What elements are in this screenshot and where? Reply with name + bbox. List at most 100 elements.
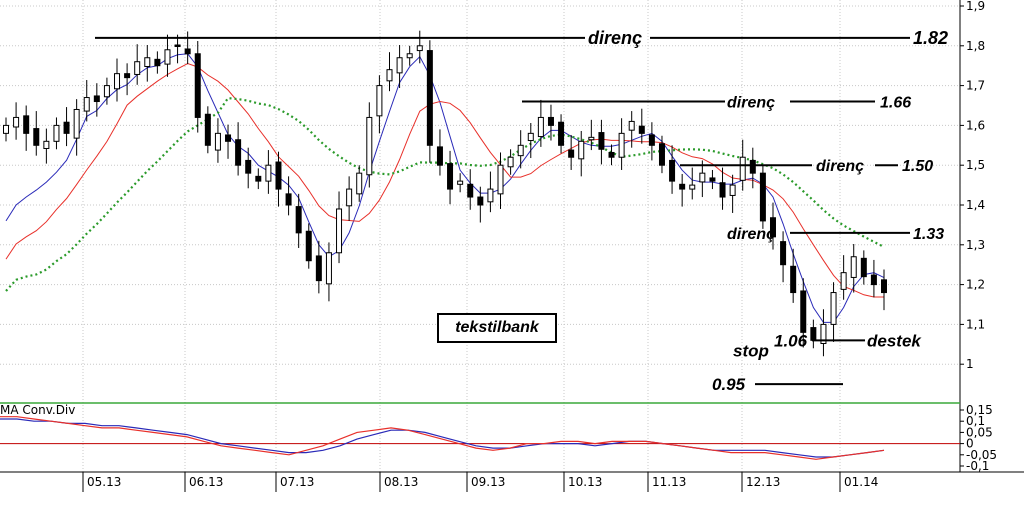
candle-body bbox=[285, 193, 292, 206]
stop-value: 0.95 bbox=[712, 375, 746, 394]
candle-body bbox=[729, 184, 736, 196]
candle-body bbox=[739, 156, 746, 181]
y-tick-label: 1 bbox=[966, 357, 974, 371]
candle-body bbox=[769, 217, 776, 238]
candle-body bbox=[214, 132, 221, 151]
moving-average-line-1 bbox=[5, 53, 885, 323]
macd-line-1 bbox=[0, 418, 885, 458]
candle-body bbox=[759, 172, 766, 222]
candle-body bbox=[386, 69, 393, 82]
candle-body bbox=[53, 124, 60, 142]
candle-body bbox=[43, 140, 50, 149]
candle-body bbox=[356, 172, 363, 195]
candle-body bbox=[527, 132, 534, 142]
candle-body bbox=[588, 136, 595, 141]
x-tick-label: 08.13 bbox=[384, 475, 418, 489]
resistance-label: direnç bbox=[588, 28, 642, 48]
candle-body bbox=[618, 132, 625, 158]
macd-y-tick-label: 0,05 bbox=[966, 425, 993, 439]
candle-body bbox=[658, 143, 665, 166]
macd-y-tick-label: 0 bbox=[966, 437, 974, 451]
candle-body bbox=[749, 159, 756, 174]
stop-label: stop bbox=[733, 341, 769, 360]
candle-body bbox=[73, 108, 80, 139]
candle-body bbox=[305, 230, 312, 262]
candle-body bbox=[194, 53, 201, 118]
candle-body bbox=[93, 95, 100, 103]
candle-body bbox=[800, 290, 807, 333]
x-tick-label: 06.13 bbox=[189, 475, 223, 489]
x-tick-label: 11.13 bbox=[652, 475, 686, 489]
y-tick-label: 1,8 bbox=[966, 39, 985, 53]
candle-body bbox=[366, 116, 373, 176]
candle-body bbox=[265, 164, 272, 182]
candle-body bbox=[144, 57, 151, 67]
candle-body bbox=[628, 120, 635, 131]
resistance-label: direnç bbox=[816, 158, 864, 175]
candle-body bbox=[164, 49, 171, 65]
candle-body bbox=[860, 257, 867, 278]
candle-body bbox=[184, 48, 191, 55]
candle-body bbox=[598, 132, 605, 150]
candle-body bbox=[336, 208, 343, 254]
candle-body bbox=[507, 156, 514, 168]
candle-body bbox=[608, 151, 615, 158]
candle-body bbox=[780, 241, 787, 266]
support-label: destek bbox=[867, 331, 922, 350]
x-tick-label: 09.13 bbox=[471, 475, 505, 489]
axes bbox=[0, 0, 1024, 492]
candle-body bbox=[689, 184, 696, 190]
macd-y-tick-label: 0,1 bbox=[966, 414, 985, 428]
candle-body bbox=[426, 50, 433, 146]
candle-body bbox=[174, 44, 181, 48]
candle-body bbox=[346, 188, 353, 207]
y-tick-label: 1,5 bbox=[966, 158, 985, 172]
x-tick-label: 10.13 bbox=[568, 475, 602, 489]
y-tick-label: 1,4 bbox=[966, 198, 985, 212]
support-value: 1.06 bbox=[774, 331, 808, 350]
macd-line-2 bbox=[0, 416, 885, 460]
candle-body bbox=[245, 159, 252, 174]
candle-body bbox=[103, 85, 110, 98]
annotations: direnç 1.82 direnç 1.66 direnç 1.50 direnç 1.33… bbox=[95, 28, 948, 394]
candle-body bbox=[3, 124, 9, 134]
y-tick-label: 1,7 bbox=[966, 79, 985, 93]
resistance-label: direnç bbox=[727, 95, 775, 112]
candle-body bbox=[447, 163, 454, 190]
macd-panel-title: MA Conv.Div bbox=[0, 403, 76, 417]
candle-body bbox=[13, 116, 20, 128]
y-tick-label: 1,2 bbox=[966, 278, 985, 292]
candle-body bbox=[537, 116, 544, 138]
candle-body bbox=[568, 149, 575, 158]
candle-body bbox=[709, 177, 716, 182]
resistance-label: direnç bbox=[727, 226, 775, 243]
candle-body bbox=[124, 73, 131, 79]
moving-average-lines bbox=[5, 53, 885, 323]
resistance-value: 1.50 bbox=[902, 158, 933, 175]
candle-body bbox=[547, 116, 554, 126]
candle-body bbox=[497, 164, 504, 195]
macd-y-tick-label: 0,15 bbox=[966, 403, 993, 417]
x-tick-label: 12.13 bbox=[746, 475, 780, 489]
x-tick-label: 01.14 bbox=[844, 475, 878, 489]
candle-body bbox=[881, 279, 887, 294]
candle-body bbox=[406, 53, 413, 59]
candle-body bbox=[669, 159, 676, 182]
moving-average-line-3 bbox=[5, 96, 885, 292]
candle-body bbox=[850, 256, 857, 278]
candle-body bbox=[830, 292, 837, 325]
candle-body bbox=[870, 274, 877, 286]
candle-body bbox=[648, 134, 655, 146]
candle-body bbox=[204, 113, 211, 146]
candle-body bbox=[325, 252, 332, 285]
candle-body bbox=[255, 175, 262, 182]
candle-body bbox=[436, 146, 443, 166]
candle-body bbox=[790, 265, 797, 294]
candle-body bbox=[154, 58, 161, 67]
macd-y-tick-label: -0,1 bbox=[966, 459, 989, 473]
moving-average-line-2 bbox=[5, 62, 884, 298]
candle-body bbox=[295, 206, 302, 234]
y-tick-label: 1,6 bbox=[966, 118, 985, 132]
candlesticks bbox=[3, 30, 887, 357]
